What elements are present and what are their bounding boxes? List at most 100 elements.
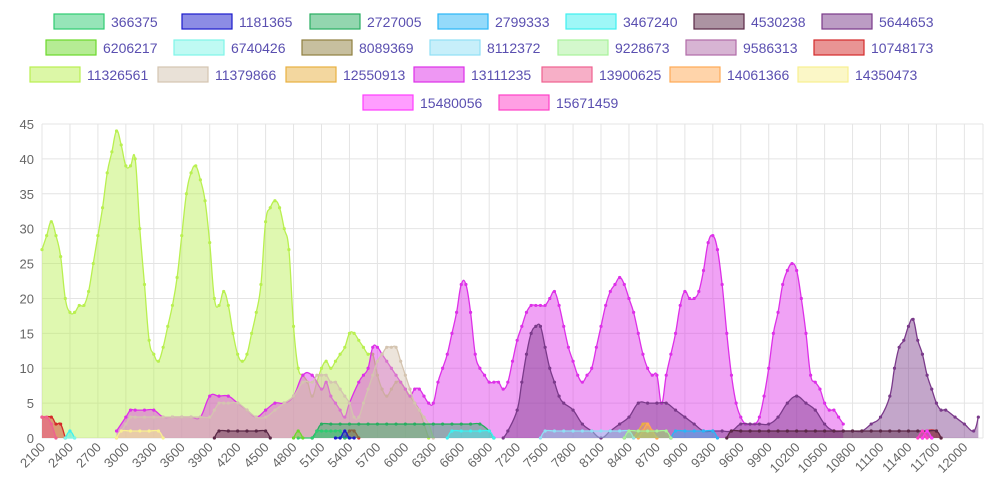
data-point[interactable] <box>59 422 63 426</box>
data-point[interactable] <box>776 429 780 433</box>
data-point[interactable] <box>319 387 324 391</box>
data-point[interactable] <box>869 429 873 433</box>
data-point[interactable] <box>692 296 696 301</box>
data-point[interactable] <box>73 436 77 440</box>
data-point[interactable] <box>417 387 421 391</box>
data-point[interactable] <box>645 401 650 405</box>
data-point[interactable] <box>147 429 151 433</box>
data-point[interactable] <box>128 415 133 419</box>
legend-item[interactable]: 11379866 <box>157 66 276 83</box>
data-point[interactable] <box>366 422 370 426</box>
data-point[interactable] <box>208 394 212 398</box>
data-point[interactable] <box>273 408 277 412</box>
data-point[interactable] <box>417 408 421 412</box>
data-point[interactable] <box>459 422 463 426</box>
data-point[interactable] <box>310 394 314 398</box>
data-point[interactable] <box>431 401 435 405</box>
data-point[interactable] <box>548 296 552 301</box>
data-point[interactable] <box>338 436 342 440</box>
data-point[interactable] <box>357 415 361 419</box>
data-point[interactable] <box>548 366 552 370</box>
data-point[interactable] <box>399 359 403 363</box>
data-point[interactable] <box>767 429 771 433</box>
data-point[interactable] <box>739 429 743 433</box>
data-point[interactable] <box>212 296 216 301</box>
data-point[interactable] <box>40 248 44 252</box>
data-point[interactable] <box>934 401 939 405</box>
data-point[interactable] <box>576 373 580 377</box>
data-point[interactable] <box>77 303 81 308</box>
data-point[interactable] <box>697 289 701 294</box>
data-point[interactable] <box>124 422 128 426</box>
data-point[interactable] <box>953 415 957 419</box>
data-point[interactable] <box>399 380 403 384</box>
data-point[interactable] <box>170 415 175 419</box>
data-point[interactable] <box>823 429 827 433</box>
data-point[interactable] <box>361 373 366 377</box>
data-point[interactable] <box>673 408 678 412</box>
data-point[interactable] <box>529 331 533 335</box>
data-point[interactable] <box>487 380 491 384</box>
data-point[interactable] <box>562 324 566 328</box>
data-point[interactable] <box>468 310 473 314</box>
data-point[interactable] <box>464 282 468 287</box>
data-point[interactable] <box>264 415 268 419</box>
data-point[interactable] <box>725 331 729 335</box>
data-point[interactable] <box>352 429 356 433</box>
data-point[interactable] <box>515 408 519 412</box>
data-point[interactable] <box>422 415 426 419</box>
data-point[interactable] <box>152 415 156 419</box>
data-point[interactable] <box>310 436 314 440</box>
data-point[interactable] <box>142 282 147 287</box>
data-point[interactable] <box>226 429 230 433</box>
data-point[interactable] <box>930 387 934 391</box>
data-point[interactable] <box>641 422 645 426</box>
data-point[interactable] <box>501 387 505 391</box>
data-point[interactable] <box>408 387 412 391</box>
data-point[interactable] <box>534 324 538 328</box>
data-point[interactable] <box>538 436 543 440</box>
data-point[interactable] <box>142 408 147 412</box>
data-point[interactable] <box>375 359 380 363</box>
data-point[interactable] <box>916 338 920 342</box>
legend-item[interactable]: 15480056 <box>362 94 483 111</box>
data-point[interactable] <box>49 220 53 224</box>
data-point[interactable] <box>729 373 734 377</box>
data-point[interactable] <box>618 275 622 280</box>
data-point[interactable] <box>375 373 380 377</box>
data-point[interactable] <box>347 331 352 335</box>
data-point[interactable] <box>352 331 356 335</box>
data-point[interactable] <box>441 366 445 370</box>
data-point[interactable] <box>520 324 524 328</box>
data-point[interactable] <box>291 436 296 440</box>
legend-item[interactable]: 9228673 <box>557 39 670 56</box>
data-point[interactable] <box>184 192 189 196</box>
data-point[interactable] <box>468 429 473 433</box>
data-point[interactable] <box>608 429 612 433</box>
data-point[interactable] <box>119 143 123 147</box>
data-point[interactable] <box>161 345 165 349</box>
data-point[interactable] <box>622 282 626 287</box>
data-point[interactable] <box>529 303 533 308</box>
data-point[interactable] <box>944 408 948 412</box>
data-point[interactable] <box>240 359 244 363</box>
data-point[interactable] <box>431 436 435 440</box>
data-point[interactable] <box>366 387 370 391</box>
data-point[interactable] <box>841 422 845 426</box>
data-point[interactable] <box>63 296 67 301</box>
data-point[interactable] <box>268 436 272 440</box>
data-point[interactable] <box>333 380 338 384</box>
data-point[interactable] <box>720 429 724 433</box>
data-point[interactable] <box>282 401 286 405</box>
data-point[interactable] <box>599 436 603 440</box>
data-point[interactable] <box>319 429 324 433</box>
data-point[interactable] <box>925 436 929 440</box>
data-point[interactable] <box>543 345 547 349</box>
data-point[interactable] <box>850 429 855 433</box>
data-point[interactable] <box>371 345 375 349</box>
data-point[interactable] <box>632 436 636 440</box>
data-point[interactable] <box>287 248 291 252</box>
legend-item[interactable]: 8112372 <box>429 39 541 56</box>
legend-item[interactable]: 14350473 <box>797 66 918 83</box>
data-point[interactable] <box>259 282 263 287</box>
